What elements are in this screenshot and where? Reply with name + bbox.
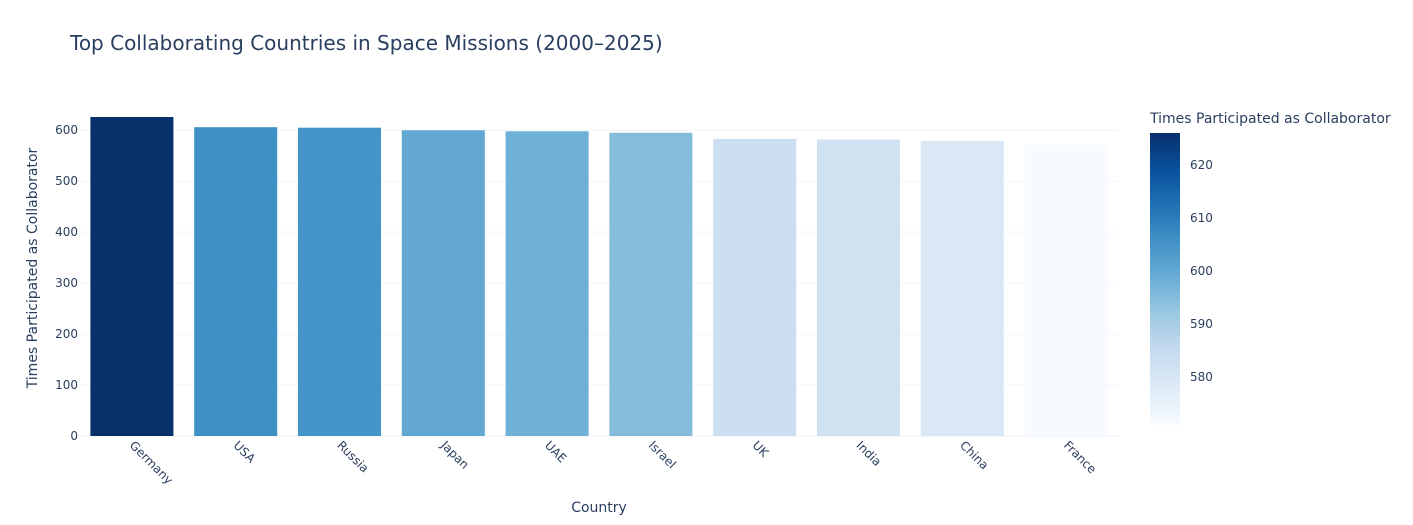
colorbar-ticks: 580 590 600 610 620: [1190, 158, 1213, 384]
colorbar-gradient: [1150, 133, 1180, 425]
x-tick-label: UAE: [542, 438, 569, 465]
x-axis-title: Country: [571, 500, 627, 516]
colorbar-tick-label: 580: [1190, 370, 1213, 384]
y-tick-label: 400: [55, 225, 78, 239]
bar-germany: [90, 117, 174, 436]
x-tick-labels: Germany USA Russia Japan UAE Israel UK India Chi…: [127, 438, 1099, 488]
bar-japan: [401, 130, 485, 436]
y-tick-label: 100: [55, 378, 78, 392]
bar-usa: [194, 127, 278, 436]
chart-title: Top Collaborating Countries in Space Mis…: [69, 31, 663, 55]
y-tick-label: 0: [70, 429, 78, 443]
bar-india: [816, 139, 901, 436]
x-tick-label: India: [853, 438, 884, 469]
colorbar-tick-label: 600: [1190, 264, 1213, 278]
y-tick-label: 300: [55, 276, 78, 290]
bars: [90, 117, 1108, 436]
y-tick-labels: 0 100 200 300 400 500 600: [55, 123, 78, 443]
bar-russia: [297, 127, 382, 436]
bar-uk: [713, 138, 797, 436]
x-tick-label: China: [957, 438, 991, 472]
x-tick-label: Israel: [646, 438, 679, 471]
x-tick-label: USA: [231, 438, 259, 466]
bar-france: [1024, 145, 1108, 436]
colorbar-tick-label: 590: [1190, 317, 1213, 331]
x-tick-label: Japan: [437, 438, 471, 472]
x-tick-label: Germany: [127, 438, 176, 487]
y-axis-title: Times Participated as Collaborator: [25, 147, 41, 389]
colorbar-tick-label: 620: [1190, 158, 1213, 172]
colorbar-title: Times Participated as Collaborator: [1149, 111, 1391, 127]
y-tick-label: 500: [55, 174, 78, 188]
colorbar: Times Participated as Collaborator 580 59…: [1149, 111, 1391, 425]
x-tick-label: UK: [750, 438, 772, 460]
bar-uae: [505, 131, 589, 436]
x-tick-label: France: [1061, 438, 1099, 476]
bar-israel: [609, 132, 693, 436]
x-tick-label: Russia: [334, 438, 371, 475]
y-tick-label: 200: [55, 327, 78, 341]
bar-china: [920, 140, 1004, 436]
y-tick-label: 600: [55, 123, 78, 137]
colorbar-tick-label: 610: [1190, 211, 1213, 225]
